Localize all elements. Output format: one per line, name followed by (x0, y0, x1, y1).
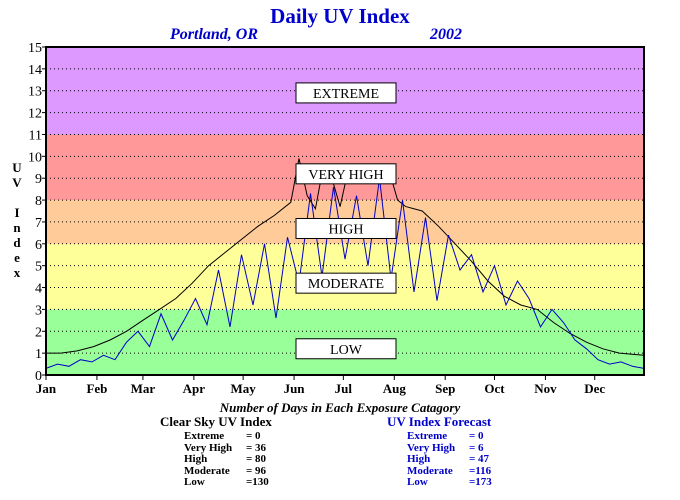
series-forecast-line (45, 178, 645, 369)
forecast-stat-value: =116 (469, 464, 492, 477)
y-tick-label: 3 (35, 303, 42, 318)
y-tick-label: 4 (35, 282, 42, 297)
band-label-high: HIGH (329, 222, 364, 237)
y-axis-label-char: d (13, 235, 21, 250)
x-tick-label: Feb (86, 381, 107, 396)
clear-sky-stat-row: High = 80 (184, 453, 286, 466)
forecast-stat-label: Moderate (407, 464, 453, 477)
clear-sky-stat-label: Low (184, 476, 205, 488)
y-axis-label-char: x (13, 265, 21, 280)
chart-year: 2002 (430, 26, 462, 43)
forecast-stat-value: =173 (469, 476, 492, 488)
y-tick-label: 2 (35, 325, 42, 340)
y-tick-label: 12 (28, 107, 42, 122)
x-tick-label: Sep (435, 381, 455, 396)
clear-sky-stat-label: High (184, 453, 208, 465)
band-label-box-very-high (295, 163, 397, 185)
x-tick-label: Nov (534, 381, 557, 396)
x-tick-label: Oct (484, 381, 505, 396)
forecast-stat-row: Very High = 6 (407, 441, 509, 455)
forecast-stat-value: = 47 (469, 453, 490, 465)
forecast-stat-value: = 0 (469, 430, 484, 442)
y-tick-label: 9 (35, 172, 42, 187)
chart-location: Portland, OR (170, 26, 259, 43)
band-label-extreme: EXTREME (313, 87, 379, 102)
x-tick-label: Dec (584, 381, 605, 396)
y-axis-label-char: U (12, 160, 22, 175)
x-tick-label: Jan (36, 381, 57, 396)
clear-sky-stat-value: = 96 (246, 464, 267, 477)
y-tick-label: 0 (35, 369, 42, 384)
forecast-stat-row: High = 47 (407, 453, 509, 466)
band-label-box-low (295, 338, 397, 360)
forecast-stat-row: Extreme = 0 (407, 430, 509, 443)
stats-caption: Number of Days in Each Exposure Catagory (219, 400, 461, 415)
clear-sky-stat-label: Extreme (184, 430, 225, 442)
clear-sky-stat-value: = 36 (246, 441, 267, 454)
y-tick-label: 13 (28, 85, 42, 100)
x-tick-label: May (231, 381, 257, 396)
y-tick-label: 7 (35, 216, 42, 231)
chart-title: Daily UV Index (270, 4, 410, 28)
y-axis-label-char: V (12, 175, 22, 190)
y-axis-label-char: e (14, 250, 20, 265)
clear-sky-stat-row: Moderate = 96 (184, 464, 286, 478)
band-label-very-high: VERY HIGH (308, 168, 383, 183)
series-clear-sky-line (46, 158, 645, 356)
y-axis-label-char: I (14, 205, 20, 220)
y-tick-label: 10 (28, 150, 42, 165)
y-tick-label: 6 (35, 238, 42, 253)
forecast-stats: UV Index Forecast Extreme = 0 Very High = 6… (387, 414, 509, 489)
forecast-stat-label: Low (407, 476, 428, 488)
clear-sky-stat-row: Very High = 36 (184, 441, 286, 455)
clear-sky-stat-value: = 80 (246, 453, 267, 465)
clear-sky-stats: Clear Sky UV Index Extreme = 0 Very High = … (160, 414, 286, 489)
forecast-heading: UV Index Forecast (387, 414, 492, 429)
plot-frame (45, 46, 645, 376)
x-tick-label: Jul (335, 381, 353, 396)
clear-sky-stat-row: Extreme = 0 (184, 430, 286, 443)
forecast-stat-label: Extreme (407, 430, 448, 442)
clear-sky-stat-label: Moderate (184, 464, 230, 477)
forecast-stat-row: Moderate =116 (407, 464, 509, 478)
band-label-low: LOW (330, 343, 363, 358)
clear-sky-stat-label: Very High (184, 441, 233, 454)
y-tick-label: 11 (29, 128, 42, 143)
clear-sky-stat-value: = 0 (246, 430, 261, 442)
y-tick-label: 5 (35, 260, 42, 275)
band-label-box-moderate (295, 272, 397, 294)
forecast-stat-value: = 6 (469, 441, 484, 454)
x-tick-label: Apr (183, 381, 206, 396)
clear-sky-stat-row: Low =130 (184, 476, 286, 489)
band-label-moderate: MODERATE (308, 277, 384, 292)
clear-sky-heading: Clear Sky UV Index (160, 414, 272, 429)
y-tick-label: 1 (35, 347, 42, 362)
forecast-stat-label: High (407, 453, 431, 465)
x-tick-label: Jun (284, 381, 306, 396)
y-tick-label: 15 (28, 41, 42, 56)
forecast-stat-row: Low =173 (407, 476, 509, 489)
y-axis-label-char: n (13, 220, 21, 235)
forecast-stat-label: Very High (407, 441, 456, 454)
band-label-box-extreme (295, 82, 397, 104)
x-tick-label: Aug (383, 381, 407, 396)
band-label-box-high (295, 217, 397, 239)
x-tick-label: Mar (131, 381, 156, 396)
y-tick-label: 14 (28, 63, 42, 78)
y-tick-label: 8 (35, 194, 42, 209)
clear-sky-stat-value: =130 (246, 476, 269, 488)
